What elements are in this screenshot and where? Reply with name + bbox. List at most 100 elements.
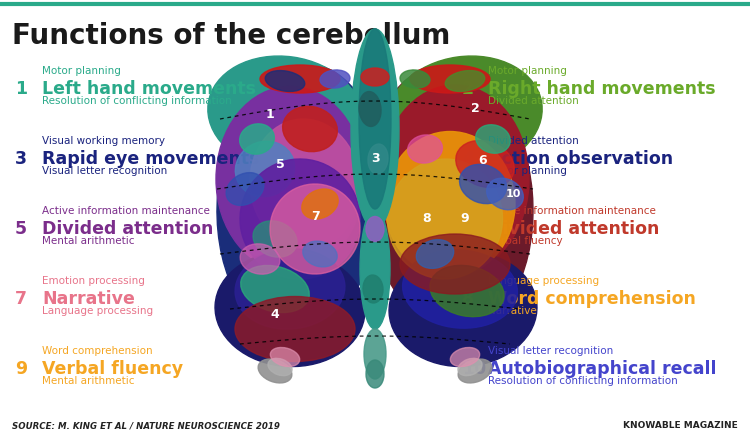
Ellipse shape — [215, 251, 365, 367]
Ellipse shape — [388, 159, 502, 279]
Text: 7: 7 — [310, 210, 320, 223]
Ellipse shape — [241, 266, 309, 313]
Ellipse shape — [266, 71, 305, 91]
Text: Verbal fluency: Verbal fluency — [488, 236, 562, 246]
Ellipse shape — [235, 297, 355, 361]
Text: 3: 3 — [370, 152, 380, 166]
Text: Motor planning: Motor planning — [42, 66, 121, 76]
Ellipse shape — [450, 348, 480, 366]
Ellipse shape — [446, 71, 485, 91]
Ellipse shape — [270, 348, 300, 366]
Ellipse shape — [366, 360, 384, 388]
Ellipse shape — [366, 217, 384, 242]
Text: Narrative: Narrative — [42, 290, 135, 308]
Ellipse shape — [351, 29, 399, 229]
Text: Rapid eye movements: Rapid eye movements — [42, 150, 260, 168]
Text: Motor planning: Motor planning — [488, 166, 567, 176]
Ellipse shape — [208, 56, 362, 172]
Text: 9: 9 — [15, 360, 27, 378]
Ellipse shape — [367, 65, 533, 333]
Ellipse shape — [403, 250, 517, 328]
Text: 2: 2 — [462, 80, 474, 98]
Text: Divided attention: Divided attention — [488, 96, 579, 106]
Ellipse shape — [303, 241, 338, 267]
Ellipse shape — [476, 125, 510, 153]
Text: Visual letter recognition: Visual letter recognition — [42, 166, 167, 176]
Ellipse shape — [260, 65, 340, 93]
Ellipse shape — [388, 56, 542, 172]
Text: Word comprehension: Word comprehension — [488, 290, 696, 308]
Ellipse shape — [270, 184, 360, 274]
Text: 10: 10 — [506, 189, 520, 199]
Ellipse shape — [240, 124, 274, 154]
Text: Active information maintenance: Active information maintenance — [488, 206, 656, 216]
Ellipse shape — [283, 106, 338, 152]
Ellipse shape — [361, 68, 389, 86]
Text: Verbal fluency: Verbal fluency — [42, 360, 183, 378]
Ellipse shape — [235, 249, 345, 329]
Text: 8: 8 — [462, 290, 474, 308]
Ellipse shape — [240, 159, 360, 279]
Text: Visual working memory: Visual working memory — [42, 136, 165, 146]
Text: 3: 3 — [15, 150, 27, 168]
Ellipse shape — [217, 64, 383, 334]
Text: Left hand movements: Left hand movements — [42, 80, 256, 98]
Ellipse shape — [364, 329, 386, 379]
Text: Mental arithmetic: Mental arithmetic — [42, 236, 134, 246]
Ellipse shape — [410, 65, 490, 93]
Text: 7: 7 — [15, 290, 27, 308]
Ellipse shape — [236, 141, 295, 197]
Text: Action observation: Action observation — [488, 150, 674, 168]
Text: 6: 6 — [478, 155, 488, 167]
Text: 1: 1 — [266, 107, 274, 120]
Ellipse shape — [359, 29, 391, 209]
Text: 6: 6 — [462, 220, 474, 238]
Text: 4: 4 — [462, 150, 474, 168]
Ellipse shape — [381, 85, 529, 273]
Text: Divided attention: Divided attention — [488, 220, 659, 238]
Text: Mental arithmetic: Mental arithmetic — [42, 376, 134, 386]
Text: Resolution of conflicting information: Resolution of conflicting information — [42, 96, 232, 106]
Ellipse shape — [400, 234, 510, 294]
Ellipse shape — [320, 70, 350, 88]
Text: Resolution of conflicting information: Resolution of conflicting information — [488, 376, 678, 386]
Text: 9: 9 — [460, 213, 470, 226]
Text: 4: 4 — [271, 308, 279, 321]
Text: Divided attention: Divided attention — [488, 136, 579, 146]
Ellipse shape — [250, 119, 360, 249]
Ellipse shape — [400, 70, 430, 88]
Text: Functions of the cerebellum: Functions of the cerebellum — [12, 22, 450, 50]
Ellipse shape — [407, 135, 442, 163]
Ellipse shape — [487, 178, 524, 210]
Text: 1: 1 — [15, 80, 27, 98]
Text: Divided attention: Divided attention — [42, 220, 213, 238]
Ellipse shape — [430, 266, 504, 317]
Text: SOURCE: M. KING ET AL / NATURE NEUROSCIENCE 2019: SOURCE: M. KING ET AL / NATURE NEUROSCIE… — [12, 421, 280, 430]
Text: 10: 10 — [462, 360, 486, 378]
Ellipse shape — [416, 240, 454, 268]
Ellipse shape — [458, 359, 492, 383]
Text: Motor planning: Motor planning — [488, 66, 567, 76]
Text: Active information maintenance: Active information maintenance — [42, 206, 210, 216]
Ellipse shape — [268, 358, 292, 376]
Text: KNOWABLE MAGAZINE: KNOWABLE MAGAZINE — [623, 421, 738, 430]
Ellipse shape — [360, 209, 390, 329]
Text: 2: 2 — [471, 103, 479, 115]
Ellipse shape — [456, 140, 514, 187]
Ellipse shape — [216, 87, 364, 271]
Ellipse shape — [458, 358, 482, 376]
Ellipse shape — [240, 244, 280, 274]
Text: Word comprehension: Word comprehension — [42, 346, 153, 356]
Text: 5: 5 — [276, 158, 284, 170]
Text: Narrative: Narrative — [488, 306, 537, 316]
Ellipse shape — [258, 359, 292, 383]
Ellipse shape — [363, 275, 383, 303]
Text: 5: 5 — [15, 220, 27, 238]
Text: Language processing: Language processing — [42, 306, 153, 316]
Ellipse shape — [389, 251, 537, 367]
Ellipse shape — [359, 91, 381, 127]
Text: 8: 8 — [423, 213, 431, 226]
Ellipse shape — [302, 189, 338, 219]
Text: Emotion processing: Emotion processing — [42, 276, 145, 286]
Text: Visual letter recognition: Visual letter recognition — [488, 346, 614, 356]
